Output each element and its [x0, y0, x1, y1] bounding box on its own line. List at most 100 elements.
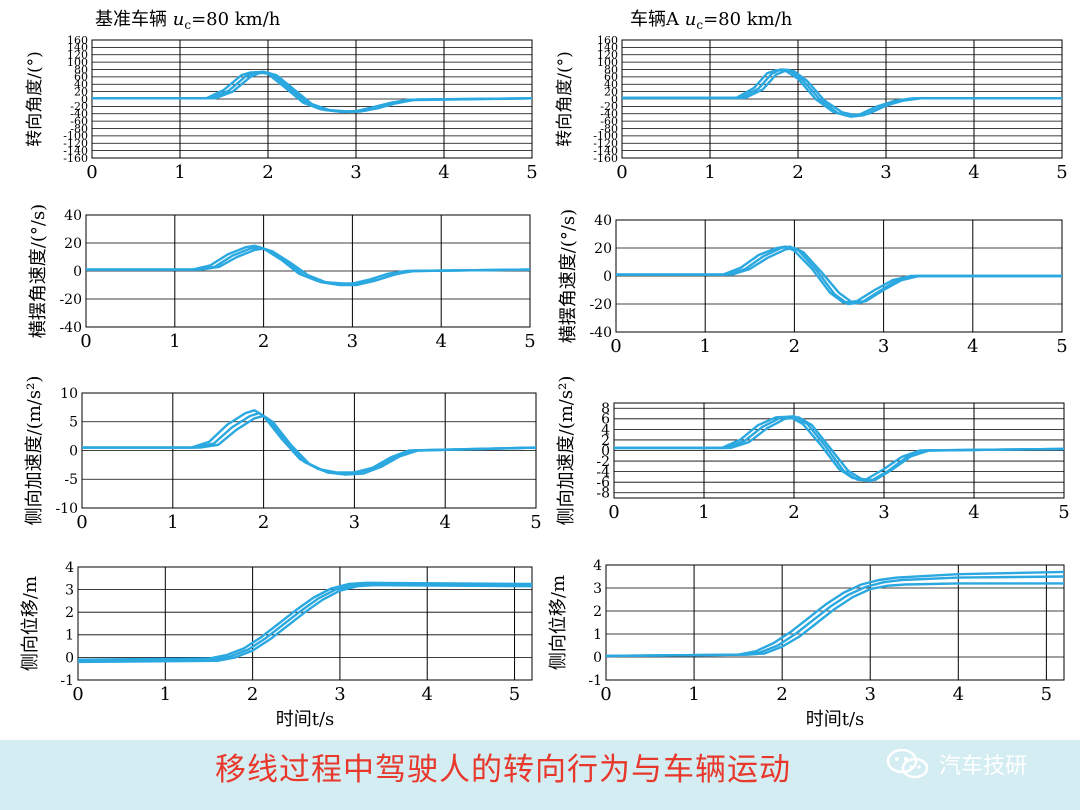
series-line-1	[77, 582, 533, 662]
chart-panel-4: -10 -5 0 5 10 0 1 2 3 4 5 侧向加速度/(m/s²)	[24, 376, 542, 533]
x-tick-label: 1	[704, 162, 715, 183]
watermark: 汽车技研	[885, 744, 1027, 784]
y-tick-label: -100	[63, 130, 88, 143]
y-tick-label: -80	[600, 122, 618, 135]
x-tick-label: 5	[526, 162, 537, 183]
x-tick-label: 1	[174, 162, 185, 183]
x-tick-label: 2	[258, 512, 269, 533]
x-tick-label: 5	[1041, 684, 1052, 705]
series-line-2	[82, 414, 537, 476]
y-tick-label: 60	[74, 71, 88, 84]
y-tick-label: -40	[600, 108, 618, 121]
series-line-0	[614, 415, 1065, 481]
x-tick-label: 1	[160, 684, 171, 705]
y-tick-label: 4	[601, 422, 610, 438]
y-tick-label: -1	[60, 673, 74, 689]
y-tick-label: 80	[604, 63, 618, 76]
y-axis-label: 侧向加速度/(m/s²)	[24, 376, 45, 526]
x-tick-label: 5	[1058, 502, 1069, 523]
series-line-0	[622, 68, 1062, 117]
y-tick-label: -20	[589, 297, 612, 313]
x-tick-label: 4	[422, 684, 433, 705]
y-tick-label: 3	[65, 583, 74, 599]
x-tick-label: 5	[530, 512, 541, 533]
y-tick-label: -60	[70, 115, 88, 128]
y-axis-label: 侧向加速度/(m/s²)	[556, 376, 577, 526]
x-tick-label: 0	[72, 684, 83, 705]
x-tick-label: 3	[334, 684, 345, 705]
y-tick-label: 20	[604, 85, 618, 98]
x-tick-label: 4	[968, 502, 979, 523]
x-axis-label: 时间t/s	[806, 709, 865, 730]
y-tick-label: 0	[611, 93, 618, 106]
x-tick-label: 3	[347, 331, 358, 352]
x-tick-label: 0	[608, 502, 619, 523]
x-tick-label: 4	[439, 512, 450, 533]
x-tick-label: 3	[878, 336, 889, 357]
series-line-1	[616, 245, 1062, 306]
x-tick-label: 1	[169, 331, 180, 352]
series-line-2	[92, 71, 533, 113]
series-line-2	[77, 583, 533, 664]
column-title: 基准车辆 uc=80 km/h	[95, 9, 281, 32]
y-tick-label: 0	[601, 443, 610, 459]
y-tick-label: 160	[67, 34, 88, 47]
x-tick-label: 0	[76, 512, 87, 533]
y-tick-label: 0	[593, 650, 602, 666]
y-tick-label: -140	[593, 144, 618, 157]
y-tick-label: -8	[596, 486, 610, 502]
chart-grid: -160-140-120-100-80-60-40-20020406080100…	[20, 9, 1070, 730]
y-tick-label: -20	[70, 100, 88, 113]
y-tick-label: 2	[601, 433, 610, 449]
y-tick-label: 140	[597, 41, 618, 54]
x-tick-label: 0	[600, 684, 611, 705]
y-tick-label: 140	[67, 41, 88, 54]
series-line-1	[605, 575, 1065, 658]
y-tick-label: 0	[65, 650, 74, 666]
y-tick-label: 100	[67, 56, 88, 69]
y-tick-label: -5	[64, 472, 78, 488]
series-line-1	[614, 415, 1065, 483]
y-tick-label: -120	[63, 137, 88, 150]
x-tick-label: 1	[688, 684, 699, 705]
y-tick-label: 160	[597, 34, 618, 47]
series-line-0	[82, 409, 537, 474]
x-tick-label: 5	[1056, 336, 1067, 357]
y-tick-label: -160	[63, 152, 88, 165]
series-line-1	[82, 411, 537, 475]
x-tick-label: 3	[880, 162, 891, 183]
x-tick-label: 2	[247, 684, 258, 705]
x-tick-label: 1	[699, 336, 710, 357]
y-tick-label: 8	[601, 401, 610, 417]
y-tick-label: 0	[603, 269, 612, 285]
y-tick-label: -100	[593, 130, 618, 143]
y-tick-label: 5	[69, 415, 78, 431]
x-tick-label: 4	[967, 336, 978, 357]
chart-panel-0: -160-140-120-100-80-60-40-20020406080100…	[25, 9, 538, 183]
y-tick-label: 10	[60, 386, 78, 402]
chart-panel-2: -40 -20 0 20 40 0 1 2 3 4 5 横摆角速度/(°/s)	[28, 204, 536, 352]
y-tick-label: 120	[597, 49, 618, 62]
y-axis-label: 侧向位移/m	[548, 575, 569, 670]
y-tick-label: 2	[65, 605, 74, 621]
x-tick-label: 2	[788, 502, 799, 523]
x-tick-label: 1	[698, 502, 709, 523]
column-title: 车辆A uc=80 km/h	[630, 9, 793, 32]
series-line-0	[92, 70, 533, 113]
x-tick-label: 0	[610, 336, 621, 357]
y-tick-label: 120	[67, 49, 88, 62]
x-tick-label: 0	[80, 331, 91, 352]
y-tick-label: -40	[589, 325, 612, 341]
y-tick-label: 20	[74, 85, 88, 98]
x-tick-label: 2	[258, 331, 269, 352]
series-line-0	[86, 244, 531, 285]
x-tick-label: 2	[792, 162, 803, 183]
y-tick-label: 1	[65, 628, 74, 644]
x-tick-label: 5	[1056, 162, 1067, 183]
chart-panel-3: -40 -20 0 20 40 0 1 2 3 4 5 横摆角速度/(°/s)	[558, 209, 1068, 357]
y-tick-label: 20	[594, 241, 612, 257]
y-tick-label: 20	[64, 236, 82, 252]
